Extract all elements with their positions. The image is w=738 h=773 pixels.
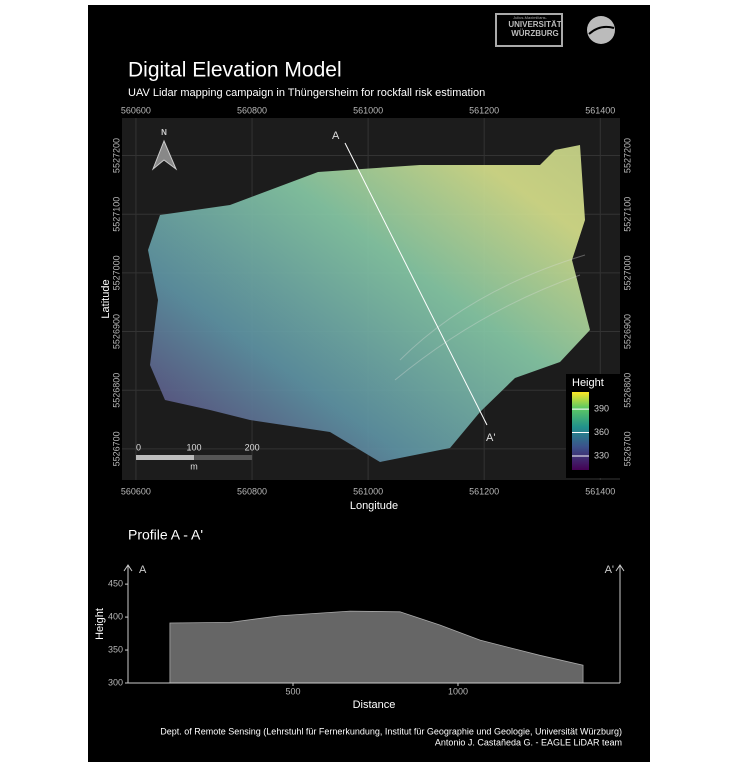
legend-title: Height [572,377,604,389]
x-tick-label: 1000 [448,686,468,696]
scale-label: 100 [187,442,202,452]
arrow [615,564,625,572]
logo: UNIVERSITÄT WÜRZBURG [508,20,562,38]
x-tick-label: 560800 [237,486,267,496]
scale-segment [136,455,195,460]
profile-line [344,142,488,426]
y-tick-label: 5527000 [111,255,121,290]
scale-label: 200 [245,442,260,452]
subtitle: UAV Lidar mapping campaign in Thüngershe… [128,87,485,99]
profile-title: Profile A - A' [128,527,203,543]
x-tick-label: 560600 [121,105,151,115]
y-tick-label: 400 [108,611,123,621]
x-tick-label: 561200 [469,486,499,496]
x-tick-label: 500 [285,686,300,696]
profile-start: A [332,130,340,142]
y-tick-label: 5527100 [622,197,632,232]
y-tick-label: 450 [108,578,123,588]
y-tick-label: 5526800 [111,373,121,408]
legend-label: 330 [594,450,609,460]
title: Digital Elevation Model [128,59,342,82]
x-tick-label: 561400 [585,105,615,115]
legend-label: 390 [594,404,609,414]
hillshade-road [394,254,586,381]
logo-globe [587,16,615,44]
x-axis-label: Longitude [350,500,398,512]
profile-end: A' [486,432,495,444]
north-arrow [151,139,178,171]
logo-frame [495,13,563,47]
legend-label: 360 [594,427,609,437]
y-tick-label: 5526900 [622,314,632,349]
y-tick-label: 5526700 [622,431,632,466]
x-tick-label: 561000 [353,486,383,496]
logo-swoosh [588,25,615,35]
logo-name: UNIVERSITÄT WÜRZBURG [508,20,562,38]
y-tick-label: 5527100 [111,197,121,232]
footer-line: Dept. of Remote Sensing (Lehrstuhl für F… [160,726,622,736]
y-tick-label: 5527200 [622,138,632,173]
x-tick-label: 560800 [237,105,267,115]
x-tick-label: 561400 [585,486,615,496]
y-tick-label: 5526800 [622,373,632,408]
profile-end: A' [605,564,614,576]
y-tick-label: 5526900 [111,314,121,349]
y-tick-label: 300 [108,677,123,687]
dem-surface [148,145,590,462]
scale-segment [194,455,253,460]
y-axis-label: Latitude [100,279,112,318]
x-tick-label: 561000 [353,105,383,115]
y-tick-label: 5527000 [622,255,632,290]
y-tick-label: 5527200 [111,138,121,173]
logo-text: Julius-Maximilians- [513,15,547,20]
colorbar [572,392,589,470]
footer-line: Antonio J. Castañeda G. - EAGLE LiDAR te… [435,737,622,747]
north-label: N [161,128,167,137]
y-tick-label: 350 [108,644,123,654]
profile-x-label: Distance [353,699,396,711]
scale-label: 0 [136,442,141,452]
profile-y-label: Height [94,608,106,640]
profile-area [169,610,584,684]
profile-start: A [139,564,147,576]
x-tick-label: 561200 [469,105,499,115]
scale-unit: m [190,461,198,471]
arrow [123,564,133,572]
x-tick-label: 560600 [121,486,151,496]
y-tick-label: 5526700 [111,431,121,466]
